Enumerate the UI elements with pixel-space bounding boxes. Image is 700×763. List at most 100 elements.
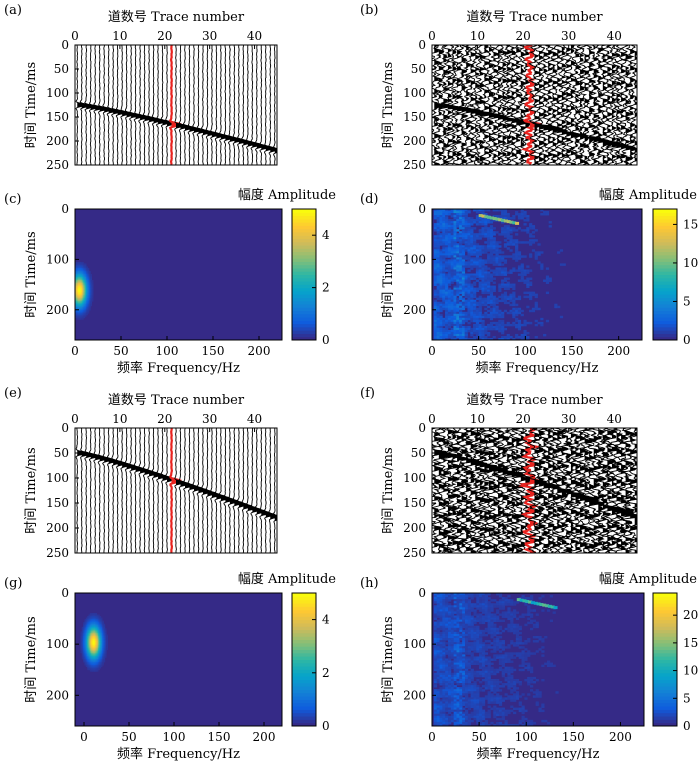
trace-15 bbox=[138, 45, 150, 165]
heat-cell bbox=[506, 333, 510, 337]
heat-cell bbox=[481, 283, 485, 286]
heat-cell bbox=[459, 627, 463, 631]
heat-cell bbox=[518, 721, 522, 725]
heat-cell bbox=[515, 625, 520, 629]
heat-cell bbox=[459, 283, 463, 286]
heat-cell bbox=[501, 321, 505, 325]
heat-cell bbox=[456, 253, 460, 256]
heat-cell bbox=[442, 603, 446, 606]
heat-cell bbox=[83, 277, 86, 279]
heat-cell bbox=[456, 331, 460, 335]
heat-cell bbox=[473, 299, 477, 303]
heat-cell bbox=[102, 631, 104, 634]
heat-cell bbox=[76, 305, 79, 308]
heat-cell bbox=[445, 291, 449, 295]
heat-cell bbox=[461, 305, 466, 309]
heat-cell bbox=[526, 215, 530, 218]
heat-cell bbox=[439, 263, 443, 266]
heat-cell bbox=[450, 309, 454, 313]
heat-cell bbox=[86, 293, 88, 296]
heat-cell bbox=[510, 695, 514, 698]
heat-cell bbox=[529, 227, 533, 230]
heat-cell bbox=[515, 680, 520, 684]
heat-cell bbox=[496, 601, 500, 604]
heat-cell bbox=[467, 283, 471, 286]
heat-cell bbox=[439, 275, 443, 278]
heat-cell bbox=[93, 668, 96, 671]
heat-cell bbox=[80, 640, 83, 643]
heat-cell bbox=[450, 660, 455, 663]
heat-cell bbox=[470, 635, 474, 639]
heat-cell bbox=[540, 209, 544, 212]
heat-cell bbox=[459, 237, 463, 240]
heat-cell bbox=[531, 291, 536, 295]
heat-cell bbox=[439, 289, 443, 293]
heat-cell bbox=[92, 626, 95, 629]
colorbar-step bbox=[653, 307, 677, 312]
trace-11 bbox=[120, 428, 132, 553]
heat-cell bbox=[76, 298, 79, 301]
trace-41 bbox=[608, 428, 631, 553]
heat-cell bbox=[447, 255, 452, 258]
colorbar-step bbox=[292, 696, 316, 700]
heat-cell bbox=[91, 622, 94, 625]
heat-cell bbox=[461, 259, 466, 262]
heat-cell bbox=[557, 251, 561, 254]
heat-cell bbox=[464, 263, 468, 266]
heat-cell bbox=[481, 323, 485, 327]
colorbar-step bbox=[653, 326, 677, 331]
heat-cell bbox=[433, 723, 438, 727]
trace-fill-11 bbox=[479, 428, 491, 553]
heat-cell bbox=[498, 666, 503, 670]
heat-cell bbox=[467, 666, 472, 670]
trace-19 bbox=[510, 45, 527, 165]
heat-cell bbox=[467, 689, 472, 692]
heat-cell bbox=[462, 652, 466, 655]
heat-cell bbox=[81, 314, 84, 317]
heat-cell bbox=[473, 259, 477, 262]
heat-cell bbox=[76, 299, 79, 302]
heat-cell bbox=[496, 685, 500, 688]
heat-cell bbox=[93, 660, 96, 663]
heat-cell bbox=[433, 209, 438, 212]
heat-cell bbox=[506, 271, 510, 274]
heat-cell bbox=[537, 307, 541, 311]
heat-cell bbox=[464, 685, 469, 688]
heat-cell bbox=[461, 285, 466, 288]
heat-cell bbox=[476, 687, 480, 690]
heat-cell bbox=[520, 241, 524, 244]
heat-cell bbox=[548, 279, 552, 282]
heat-cell bbox=[77, 314, 80, 317]
heat-cell bbox=[498, 685, 503, 688]
heat-cell bbox=[475, 323, 480, 327]
heat-cell bbox=[453, 707, 457, 711]
colorbar-step bbox=[292, 712, 316, 717]
heat-cell bbox=[481, 275, 485, 278]
heat-cell bbox=[453, 621, 457, 625]
heat-cell bbox=[85, 651, 88, 654]
x-axis-label: 频率 Frequency/Hz bbox=[475, 360, 598, 376]
heat-cell bbox=[518, 646, 522, 649]
heat-cell bbox=[501, 293, 505, 297]
heat-cell bbox=[515, 678, 520, 682]
heat-cell bbox=[439, 711, 443, 715]
heat-cell bbox=[473, 605, 477, 608]
trace-16 bbox=[496, 45, 510, 165]
trace-22 bbox=[520, 45, 543, 165]
colorbar-frame bbox=[652, 208, 678, 341]
heat-cell bbox=[439, 259, 443, 262]
heat-cell bbox=[470, 705, 474, 708]
heat-cell bbox=[88, 645, 91, 648]
heat-cell bbox=[462, 678, 466, 682]
trace-45 bbox=[627, 45, 637, 165]
heat-cell bbox=[479, 617, 483, 620]
heat-cell bbox=[501, 656, 505, 659]
heat-cell bbox=[100, 658, 103, 661]
heat-cell bbox=[433, 668, 438, 672]
trace-6 bbox=[450, 45, 471, 165]
heat-cell bbox=[462, 656, 466, 659]
y-tick-label: 0 bbox=[61, 586, 69, 600]
heat-cell bbox=[459, 271, 463, 274]
heat-cell bbox=[450, 646, 455, 649]
heat-cell bbox=[464, 646, 469, 649]
